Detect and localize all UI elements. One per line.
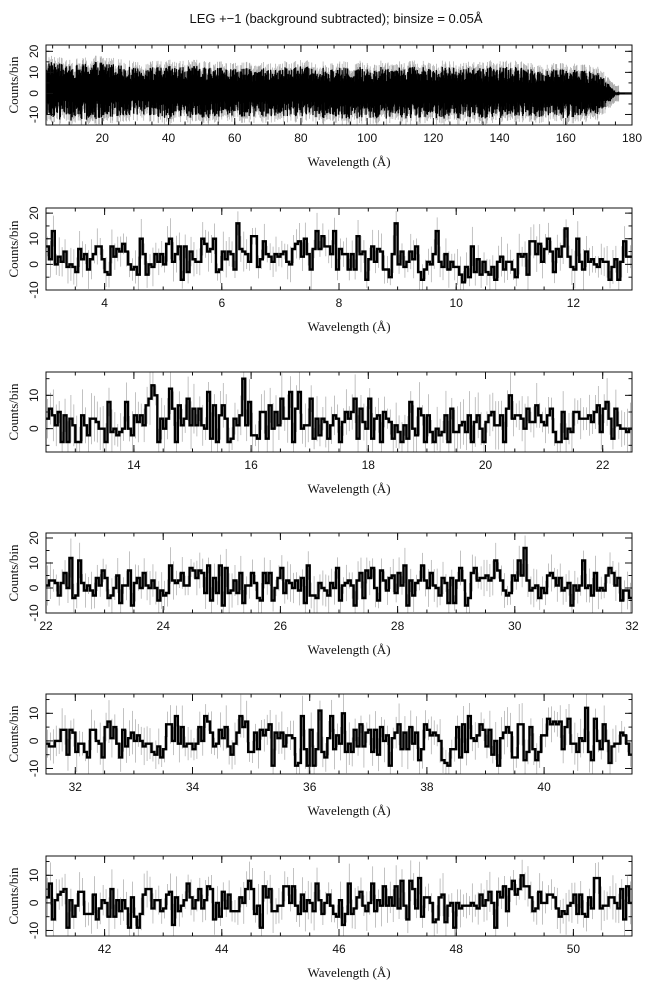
x-tick-label: 14 xyxy=(127,458,141,472)
data-series xyxy=(46,874,632,929)
x-tick-label: 44 xyxy=(215,942,229,956)
x-tick-label: 100 xyxy=(357,131,377,145)
y-axis-label: Counts/bin xyxy=(6,705,21,763)
x-tick-label: 20 xyxy=(479,458,493,472)
chart-panel-3: 14 16 18 20 22 0 10 Wavelength (Å) Counts/bin xyxy=(6,371,633,496)
x-axis-label: Wavelength (Å) xyxy=(307,642,390,657)
data-series xyxy=(46,546,632,607)
x-tick-label: 32 xyxy=(625,619,639,633)
x-tick-label: 12 xyxy=(567,296,581,310)
x-tick-label: 46 xyxy=(332,942,346,956)
plot-frame xyxy=(45,855,633,937)
x-tick-label: 80 xyxy=(294,131,308,145)
x-tick-label: 30 xyxy=(508,619,522,633)
y-tick-label: 10 xyxy=(27,232,41,246)
x-tick-label: 8 xyxy=(336,296,343,310)
x-tick-label: 24 xyxy=(157,619,171,633)
chart-panel-1: 20 40 60 80 100 120 140 160 180 -10 0 10 20 Wavelengt… xyxy=(6,44,642,169)
x-tick-label: 10 xyxy=(450,296,464,310)
y-tick-label: 0 xyxy=(27,261,41,268)
y-axis-label: Counts/bin xyxy=(6,56,21,114)
x-axis-label: Wavelength (Å) xyxy=(307,803,390,818)
y-axis-label: Counts/bin xyxy=(6,383,21,441)
plot-frame xyxy=(45,44,633,126)
y-tick-label: -10 xyxy=(27,281,41,299)
plot-area xyxy=(46,210,632,290)
y-tick-label: 10 xyxy=(27,388,41,402)
data-series xyxy=(46,62,632,121)
y-tick-label: -10 xyxy=(27,105,41,123)
x-tick-label: 28 xyxy=(391,619,405,633)
figure-title: LEG +−1 (background subtracted); binsize… xyxy=(189,11,482,26)
x-tick-label: 38 xyxy=(420,780,434,794)
y-tick-label: 10 xyxy=(27,706,41,720)
x-axis-label: Wavelength (Å) xyxy=(307,481,390,496)
y-tick-label: 10 xyxy=(27,556,41,570)
x-tick-label: 20 xyxy=(96,131,110,145)
y-tick-label: 0 xyxy=(27,90,41,97)
chart-panel-6: 42 44 46 48 50 -10 0 10 Wavelength (Å) Counts/bin xyxy=(6,855,633,980)
x-tick-label: 160 xyxy=(556,131,576,145)
x-tick-label: 60 xyxy=(228,131,242,145)
chart-panel-4: 22 24 26 28 30 32 -10 0 10 20 Wavelength (Å) Counts… xyxy=(6,531,639,657)
x-axis-label: Wavelength (Å) xyxy=(307,965,390,980)
data-series xyxy=(46,222,632,284)
plot-area xyxy=(46,55,632,125)
y-axis-label: Counts/bin xyxy=(6,867,21,925)
x-tick-label: 16 xyxy=(244,458,258,472)
x-tick-label: 22 xyxy=(596,458,610,472)
y-tick-label: -10 xyxy=(27,921,41,939)
x-tick-label: 18 xyxy=(362,458,376,472)
x-tick-label: 6 xyxy=(218,296,225,310)
y-tick-label: 20 xyxy=(27,206,41,220)
x-tick-label: 22 xyxy=(39,619,53,633)
x-tick-label: 26 xyxy=(274,619,288,633)
x-tick-label: 4 xyxy=(101,296,108,310)
y-tick-label: 0 xyxy=(27,584,41,591)
chart-panel-5: 32 34 36 38 40 -10 0 10 Wavelength (Å) Counts/bin xyxy=(6,693,633,818)
x-tick-label: 32 xyxy=(69,780,83,794)
x-tick-label: 40 xyxy=(162,131,176,145)
x-tick-label: 48 xyxy=(450,942,464,956)
x-tick-label: 140 xyxy=(490,131,510,145)
data-series xyxy=(46,706,632,767)
x-tick-label: 34 xyxy=(186,780,200,794)
plot-area xyxy=(46,535,632,613)
y-axis-label: Counts/bin xyxy=(6,544,21,602)
y-tick-label: 10 xyxy=(27,65,41,79)
y-tick-label: 0 xyxy=(27,899,41,906)
y-tick-label: 0 xyxy=(27,737,41,744)
plot-area xyxy=(46,372,632,452)
x-tick-label: 42 xyxy=(98,942,112,956)
y-tick-label: -10 xyxy=(27,604,41,622)
plot-area xyxy=(46,859,632,936)
data-series xyxy=(46,377,632,444)
y-tick-label: 20 xyxy=(27,44,41,58)
panels-group: 20 40 60 80 100 120 140 160 180-1001020Wavelengt… xyxy=(6,44,642,980)
y-tick-label: 0 xyxy=(27,425,41,432)
y-tick-label: 10 xyxy=(27,868,41,882)
x-axis-label: Wavelength (Å) xyxy=(307,154,390,169)
x-tick-label: 120 xyxy=(423,131,443,145)
chart-panel-2: 4 6 8 10 12 -10 0 10 20 Wavelength (Å) Counts/bin xyxy=(6,206,633,334)
x-tick-label: 180 xyxy=(622,131,642,145)
y-tick-label: -10 xyxy=(27,759,41,777)
y-tick-label: 20 xyxy=(27,531,41,545)
y-axis-label: Counts/bin xyxy=(6,220,21,278)
x-tick-label: 36 xyxy=(303,780,317,794)
x-tick-label: 50 xyxy=(567,942,581,956)
x-tick-label: 40 xyxy=(537,780,551,794)
x-axis-label: Wavelength (Å) xyxy=(307,319,390,334)
